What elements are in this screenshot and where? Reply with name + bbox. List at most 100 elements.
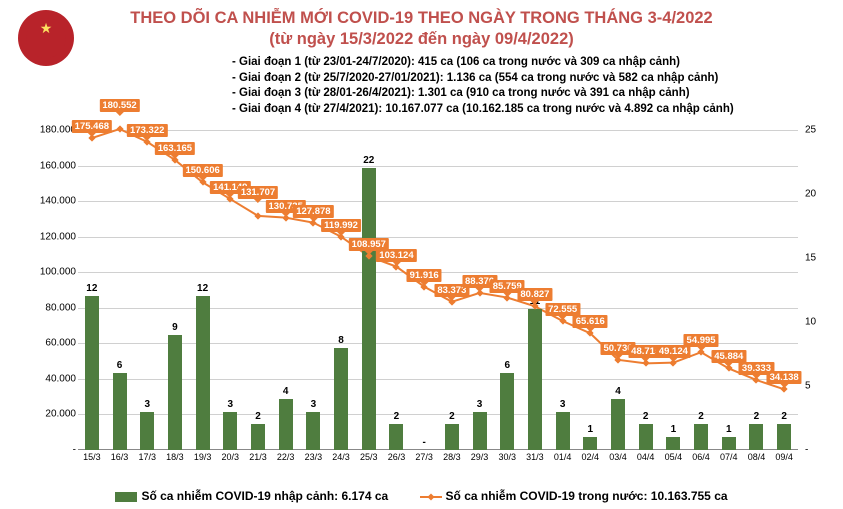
x-tick-label: 06/4 — [692, 452, 710, 462]
bar-value-label: 2 — [643, 411, 649, 422]
x-tick-label: 22/3 — [277, 452, 295, 462]
bar-value-label: 6 — [117, 360, 123, 371]
line-value-label: 175.468 — [72, 120, 112, 133]
line-value-label: 91.916 — [407, 269, 442, 282]
y-axis-right: -510152025 — [805, 125, 835, 455]
bar-value-label: 12 — [86, 283, 97, 294]
phase-1: - Giai đoạn 1 (từ 23/01-24/7/2020): 415 … — [232, 55, 734, 71]
bar-value-label: 3 — [228, 399, 234, 410]
phase-3: - Giai đoạn 3 (từ 28/01-26/4/2021): 1.30… — [232, 86, 734, 102]
x-tick-label: 15/3 — [83, 452, 101, 462]
chart-container: ★ THEO DÕI CA NHIỄM MỚI COVID-19 THEO NG… — [0, 0, 843, 509]
x-tick-label: 03/4 — [609, 452, 627, 462]
y-right-tick: 15 — [805, 253, 816, 264]
phase-2: - Giai đoạn 2 (từ 25/7/2020-27/01/2021):… — [232, 71, 734, 87]
bar — [556, 412, 570, 450]
legend-bar-swatch-icon — [115, 492, 137, 502]
y-left-tick: 40.000 — [45, 373, 76, 384]
legend-line-item: Số ca nhiễm COVID-19 trong nước: 10.163.… — [420, 489, 728, 503]
x-tick-label: 27/3 — [415, 452, 433, 462]
bar-value-label: 2 — [754, 411, 760, 422]
y-left-tick: 180.000 — [40, 125, 76, 136]
x-tick-label: 09/4 — [775, 452, 793, 462]
bar — [611, 399, 625, 450]
bar — [666, 437, 680, 450]
x-tick-label: 26/3 — [388, 452, 406, 462]
ministry-logo: ★ — [18, 10, 74, 66]
bar — [306, 412, 320, 450]
x-axis-baseline — [78, 449, 798, 450]
bar — [445, 424, 459, 450]
y-left-tick: - — [73, 445, 76, 456]
line-value-label: 54.995 — [684, 334, 719, 347]
bar-value-label: 3 — [560, 399, 566, 410]
bar-value-label: 1 — [671, 424, 677, 435]
x-axis-labels: 15/316/317/318/319/320/321/322/323/324/3… — [78, 452, 798, 466]
y-left-tick: 100.000 — [40, 267, 76, 278]
bar-value-label: 2 — [781, 411, 787, 422]
bar — [473, 412, 487, 450]
x-tick-label: 02/4 — [582, 452, 600, 462]
x-tick-label: 30/3 — [498, 452, 516, 462]
logo-star-icon: ★ — [40, 20, 53, 37]
bar — [777, 424, 791, 450]
title-block: THEO DÕI CA NHIỄM MỚI COVID-19 THEO NGÀY… — [0, 0, 843, 49]
bar — [279, 399, 293, 450]
line-value-label: 103.124 — [376, 249, 416, 262]
phase-4: - Giai đoạn 4 (từ 27/4/2021): 10.167.077… — [232, 102, 734, 118]
line-value-label: 163.165 — [155, 142, 195, 155]
bar-value-label: 9 — [172, 322, 178, 333]
y-left-tick: 160.000 — [40, 160, 76, 171]
line-value-label: 180.552 — [99, 99, 139, 112]
bar — [749, 424, 763, 450]
x-tick-label: 28/3 — [443, 452, 461, 462]
y-right-tick: 25 — [805, 125, 816, 136]
y-left-tick: 20.000 — [45, 409, 76, 420]
bar-value-label: 3 — [311, 399, 317, 410]
x-tick-label: 19/3 — [194, 452, 212, 462]
bar — [223, 412, 237, 450]
legend-bar-item: Số ca nhiễm COVID-19 nhập cảnh: 6.174 ca — [115, 489, 388, 503]
legend-bar-label: Số ca nhiễm COVID-19 nhập cảnh: 6.174 ca — [141, 489, 388, 503]
x-tick-label: 01/4 — [554, 452, 572, 462]
x-tick-label: 29/3 — [471, 452, 489, 462]
bar — [722, 437, 736, 450]
bar — [168, 335, 182, 450]
x-tick-label: 23/3 — [305, 452, 323, 462]
y-left-tick: 120.000 — [40, 231, 76, 242]
bar — [85, 296, 99, 450]
bar-value-label: 3 — [477, 399, 483, 410]
line-value-label: 150.606 — [182, 164, 222, 177]
bar — [389, 424, 403, 450]
bar — [334, 348, 348, 450]
bar-value-label: 1 — [726, 424, 732, 435]
bar — [251, 424, 265, 450]
bar — [113, 373, 127, 450]
bar — [500, 373, 514, 450]
line-value-label: 34.138 — [767, 371, 802, 384]
y-right-tick: 5 — [805, 381, 811, 392]
bar-value-label: 2 — [394, 411, 400, 422]
x-tick-label: 21/3 — [249, 452, 267, 462]
x-tick-label: 18/3 — [166, 452, 184, 462]
x-tick-label: 20/3 — [222, 452, 240, 462]
x-tick-label: 07/4 — [720, 452, 738, 462]
bar — [362, 168, 376, 450]
phase-summary: - Giai đoạn 1 (từ 23/01-24/7/2020): 415 … — [232, 55, 734, 117]
x-tick-label: 24/3 — [332, 452, 350, 462]
bar-value-label: 2 — [255, 411, 261, 422]
x-tick-label: 16/3 — [111, 452, 129, 462]
bar-value-label: 6 — [504, 360, 510, 371]
y-axis-left: -20.00040.00060.00080.000100.000120.0001… — [38, 125, 76, 455]
bar — [528, 309, 542, 450]
bar-value-label: 22 — [363, 155, 374, 166]
x-tick-label: 08/4 — [748, 452, 766, 462]
title-line-1: THEO DÕI CA NHIỄM MỚI COVID-19 THEO NGÀY… — [0, 8, 843, 29]
line-value-label: 173.322 — [127, 124, 167, 137]
y-left-tick: 60.000 — [45, 338, 76, 349]
bar-value-label: 2 — [449, 411, 455, 422]
y-left-tick: 140.000 — [40, 196, 76, 207]
line-value-label: 131.707 — [238, 186, 278, 199]
y-right-tick: 10 — [805, 317, 816, 328]
legend: Số ca nhiễm COVID-19 nhập cảnh: 6.174 ca… — [0, 489, 843, 503]
